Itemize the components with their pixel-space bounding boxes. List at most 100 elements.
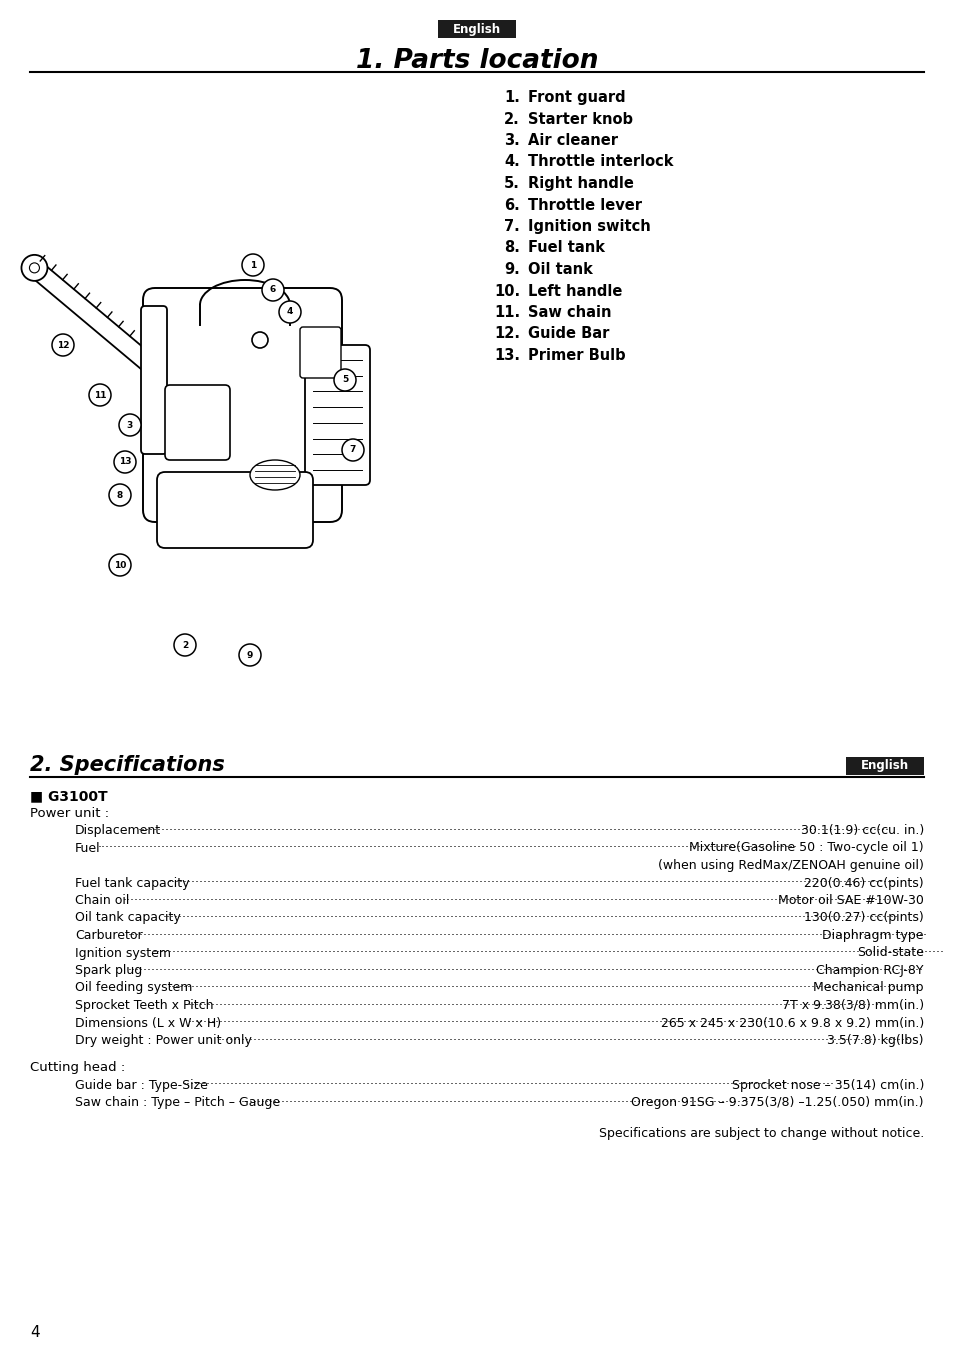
Text: Displacement: Displacement xyxy=(75,824,161,837)
Text: ················································································: ········································… xyxy=(98,841,797,855)
Text: 8: 8 xyxy=(117,491,123,500)
Text: ················································································: ········································… xyxy=(152,946,944,960)
Text: 1. Parts location: 1. Parts location xyxy=(355,49,598,74)
Text: Saw chain : Type – Pitch – Gauge: Saw chain : Type – Pitch – Gauge xyxy=(75,1096,280,1109)
Text: 6.: 6. xyxy=(504,198,519,213)
Text: 12: 12 xyxy=(56,341,70,349)
Text: Guide bar : Type-Size: Guide bar : Type-Size xyxy=(75,1078,208,1092)
Circle shape xyxy=(262,279,284,301)
Circle shape xyxy=(278,301,301,324)
Text: Cutting head :: Cutting head : xyxy=(30,1061,125,1074)
Text: 4: 4 xyxy=(30,1325,40,1340)
Text: 11.: 11. xyxy=(494,305,519,319)
Text: 2.: 2. xyxy=(504,112,519,127)
Text: ················································································: ········································… xyxy=(237,1096,749,1109)
Text: 5: 5 xyxy=(341,376,348,384)
Text: Diaphragm type: Diaphragm type xyxy=(821,929,923,942)
Text: Solid-state: Solid-state xyxy=(856,946,923,960)
Text: Oil tank: Oil tank xyxy=(527,262,592,276)
Text: Sprocket Teeth x Pitch: Sprocket Teeth x Pitch xyxy=(75,999,213,1012)
Text: Sprocket nose – 35(14) cm(in.): Sprocket nose – 35(14) cm(in.) xyxy=(731,1078,923,1092)
Text: 130(0.27) cc(pints): 130(0.27) cc(pints) xyxy=(803,911,923,925)
Text: Dry weight : Power unit only: Dry weight : Power unit only xyxy=(75,1034,252,1047)
Text: 9: 9 xyxy=(247,651,253,659)
Text: Fuel: Fuel xyxy=(75,841,100,855)
Text: 7T x 9.38(3/8) mm(in.): 7T x 9.38(3/8) mm(in.) xyxy=(781,999,923,1012)
Text: ················································································: ········································… xyxy=(138,824,889,837)
Text: Specifications are subject to change without notice.: Specifications are subject to change wit… xyxy=(598,1127,923,1140)
Text: Motor oil SAE #10W-30: Motor oil SAE #10W-30 xyxy=(778,894,923,907)
Text: 12.: 12. xyxy=(494,326,519,341)
Text: Oil tank capacity: Oil tank capacity xyxy=(75,911,180,925)
Text: Throttle interlock: Throttle interlock xyxy=(527,155,673,170)
FancyBboxPatch shape xyxy=(305,345,370,485)
Text: 4.: 4. xyxy=(504,155,519,170)
Text: Mechanical pump: Mechanical pump xyxy=(813,981,923,995)
Text: 2. Specifications: 2. Specifications xyxy=(30,755,225,775)
Text: Dimensions (L x W x H): Dimensions (L x W x H) xyxy=(75,1016,221,1030)
FancyBboxPatch shape xyxy=(143,288,341,522)
Text: Left handle: Left handle xyxy=(527,283,621,298)
Text: Throttle lever: Throttle lever xyxy=(527,198,641,213)
Text: 1.: 1. xyxy=(503,90,519,105)
FancyBboxPatch shape xyxy=(165,386,230,460)
Text: Primer Bulb: Primer Bulb xyxy=(527,348,625,363)
Text: Air cleaner: Air cleaner xyxy=(527,133,618,148)
Circle shape xyxy=(173,634,195,656)
Text: Starter knob: Starter knob xyxy=(527,112,633,127)
Text: 10.: 10. xyxy=(494,283,519,298)
Text: ················································································: ········································… xyxy=(168,981,919,995)
Text: ················································································: ········································… xyxy=(188,999,879,1012)
Text: 7.: 7. xyxy=(504,218,519,235)
Text: 7: 7 xyxy=(350,445,355,454)
Circle shape xyxy=(89,384,111,406)
FancyBboxPatch shape xyxy=(157,472,313,549)
Bar xyxy=(437,20,516,38)
Circle shape xyxy=(30,263,39,272)
Circle shape xyxy=(252,332,268,348)
Circle shape xyxy=(242,253,264,276)
Text: ■ G3100T: ■ G3100T xyxy=(30,789,108,803)
Text: Ignition system: Ignition system xyxy=(75,946,171,960)
Text: Fuel tank: Fuel tank xyxy=(527,240,604,256)
FancyBboxPatch shape xyxy=(141,306,167,454)
Text: 265 x 245 x 230(10.6 x 9.8 x 9.2) mm(in.): 265 x 245 x 230(10.6 x 9.8 x 9.2) mm(in.… xyxy=(660,1016,923,1030)
Circle shape xyxy=(109,484,131,506)
Circle shape xyxy=(52,334,74,356)
Text: Front guard: Front guard xyxy=(527,90,625,105)
Text: 10: 10 xyxy=(113,561,126,569)
Text: 30.1(1.9) cc(cu. in.): 30.1(1.9) cc(cu. in.) xyxy=(800,824,923,837)
Text: 220(0.46) cc(pints): 220(0.46) cc(pints) xyxy=(803,876,923,890)
Text: ················································································: ········································… xyxy=(183,1078,834,1092)
Text: Fuel tank capacity: Fuel tank capacity xyxy=(75,876,190,890)
Text: 8.: 8. xyxy=(503,240,519,256)
Text: ················································································: ········································… xyxy=(188,1016,771,1030)
Text: 13.: 13. xyxy=(494,348,519,363)
Text: Oregon 91SG – 9.375(3/8) –1.25(.050) mm(in.): Oregon 91SG – 9.375(3/8) –1.25(.050) mm(… xyxy=(631,1096,923,1109)
Text: 13: 13 xyxy=(118,457,132,466)
Text: English: English xyxy=(453,23,500,35)
Circle shape xyxy=(119,414,141,435)
Text: ················································································: ········································… xyxy=(128,929,927,942)
Text: Oil feeding system: Oil feeding system xyxy=(75,981,193,995)
Text: ················································································: ········································… xyxy=(218,1034,909,1047)
Text: (when using RedMax/ZENOAH genuine oil): (when using RedMax/ZENOAH genuine oil) xyxy=(658,859,923,872)
Text: Right handle: Right handle xyxy=(527,177,633,191)
Text: Chain oil: Chain oil xyxy=(75,894,130,907)
Text: Saw chain: Saw chain xyxy=(527,305,611,319)
Text: ················································································: ········································… xyxy=(123,894,890,907)
Text: 11: 11 xyxy=(93,391,106,399)
Text: English: English xyxy=(860,759,908,772)
Circle shape xyxy=(21,255,48,280)
Ellipse shape xyxy=(250,460,299,491)
Text: Guide Bar: Guide Bar xyxy=(527,326,609,341)
Text: 6: 6 xyxy=(270,286,275,294)
Text: ················································································: ········································… xyxy=(168,876,895,890)
Text: 5.: 5. xyxy=(503,177,519,191)
Circle shape xyxy=(109,554,131,576)
Text: Ignition switch: Ignition switch xyxy=(527,218,650,235)
Text: ················································································: ········································… xyxy=(128,964,923,977)
Text: Power unit :: Power unit : xyxy=(30,807,109,820)
Text: 1: 1 xyxy=(250,260,255,270)
Text: 3: 3 xyxy=(127,421,133,430)
